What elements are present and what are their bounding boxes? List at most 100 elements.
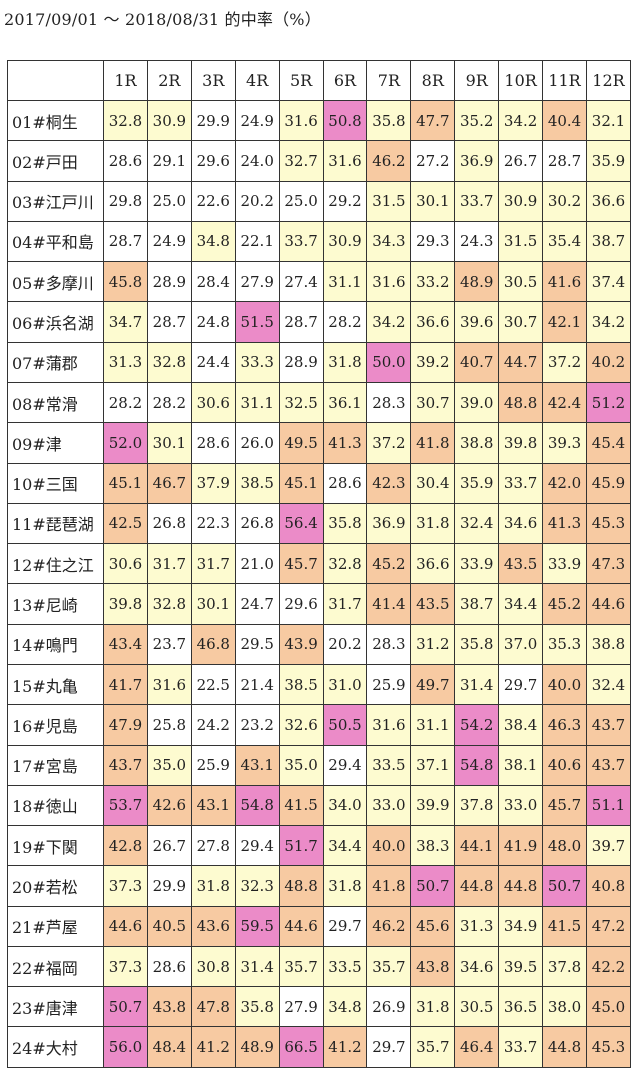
- rate-cell: 48.4: [146, 1026, 192, 1068]
- venue-cell: 15#丸亀: [7, 663, 104, 706]
- rate-cell: 36.9: [454, 140, 500, 182]
- column-header: 12R: [585, 60, 632, 101]
- rate-cell: 34.8: [322, 986, 368, 1028]
- rate-cell: 36.9: [366, 502, 412, 545]
- rate-cell: 29.4: [322, 744, 368, 786]
- rate-cell: 35.8: [322, 502, 368, 545]
- venue-cell: 18#徳山: [7, 784, 104, 827]
- rate-cell: 30.7: [498, 301, 544, 343]
- column-header: 5R: [278, 60, 324, 101]
- rate-cell: 34.4: [498, 583, 544, 625]
- rate-cell: 31.5: [366, 180, 412, 222]
- table-row: 24#大村 56.0 48.4 41.2 48.9 66.5 41.2 29.7 35.7 46.…: [7, 1026, 632, 1068]
- rate-cell: 42.1: [542, 301, 587, 343]
- rate-cell: 28.3: [366, 623, 412, 665]
- rate-cell: 45.7: [542, 784, 587, 827]
- rate-cell: 53.7: [103, 784, 148, 827]
- rate-cell: 42.0: [542, 462, 587, 504]
- rate-cell: 43.9: [278, 623, 324, 665]
- venue-cell: 08#常滑: [7, 381, 104, 424]
- rate-cell: 32.6: [278, 704, 324, 746]
- rate-cell: 34.4: [322, 825, 368, 867]
- rate-cell: 28.2: [146, 381, 192, 424]
- rate-cell: 43.4: [103, 623, 148, 665]
- rate-cell: 36.6: [585, 180, 632, 222]
- rate-cell: 37.2: [366, 422, 412, 464]
- rate-cell: 32.3: [234, 865, 280, 907]
- rate-cell: 31.4: [234, 945, 280, 988]
- rate-cell: 26.8: [234, 502, 280, 545]
- rate-cell: 41.8: [366, 865, 412, 907]
- rate-cell: 29.6: [190, 140, 236, 182]
- rate-cell: 37.2: [542, 341, 587, 383]
- table-row: 16#児島 47.9 25.8 24.2 23.2 32.6 50.5 31.6 31.1 54.…: [7, 704, 632, 746]
- rate-cell: 34.3: [366, 220, 412, 263]
- rate-cell: 31.8: [322, 341, 368, 383]
- rate-cell: 20.2: [234, 180, 280, 222]
- rate-cell: 39.8: [103, 583, 148, 625]
- rate-cell: 41.5: [542, 905, 587, 947]
- rate-cell: 43.5: [410, 583, 456, 625]
- rate-cell: 45.0: [585, 986, 632, 1028]
- rate-cell: 30.1: [146, 422, 192, 464]
- venue-cell: 02#戸田: [7, 140, 104, 182]
- rate-cell: 38.5: [278, 663, 324, 706]
- rate-cell: 34.9: [498, 905, 544, 947]
- rate-cell: 29.7: [366, 1026, 412, 1068]
- rate-cell: 29.3: [410, 220, 456, 263]
- rate-cell: 28.9: [278, 341, 324, 383]
- rate-cell: 50.7: [410, 865, 456, 907]
- rate-cell: 46.3: [542, 704, 587, 746]
- rate-cell: 25.9: [366, 663, 412, 706]
- rate-cell: 52.0: [103, 422, 148, 464]
- rate-cell: 31.3: [454, 905, 500, 947]
- rate-cell: 49.7: [410, 663, 456, 706]
- rate-cell: 32.4: [585, 663, 632, 706]
- rate-cell: 45.2: [542, 583, 587, 625]
- rate-cell: 43.1: [190, 784, 236, 827]
- rate-cell: 27.8: [190, 825, 236, 867]
- rate-cell: 37.1: [410, 744, 456, 786]
- rate-cell: 24.2: [190, 704, 236, 746]
- rate-cell: 38.7: [454, 583, 500, 625]
- rate-cell: 33.3: [234, 341, 280, 383]
- rate-cell: 26.0: [234, 422, 280, 464]
- rate-cell: 40.6: [542, 744, 587, 786]
- rate-cell: 28.6: [103, 140, 148, 182]
- venue-cell: 14#鳴門: [7, 623, 104, 665]
- rate-cell: 24.9: [146, 220, 192, 263]
- rate-cell: 54.8: [454, 744, 500, 786]
- rate-cell: 35.8: [366, 99, 412, 142]
- rate-cell: 40.8: [585, 865, 632, 907]
- venue-cell: 07#蒲郡: [7, 341, 104, 383]
- rate-cell: 22.3: [190, 502, 236, 545]
- table-row: 09#津 52.0 30.1 28.6 26.0 49.5 41.3 37.2 41.8 38.8…: [7, 422, 632, 464]
- rate-cell: 28.2: [103, 381, 148, 424]
- rate-cell: 66.5: [278, 1026, 324, 1068]
- rate-cell: 50.5: [322, 704, 368, 746]
- rate-cell: 46.4: [454, 1026, 500, 1068]
- rate-cell: 43.5: [498, 543, 544, 585]
- rate-cell: 45.9: [585, 462, 632, 504]
- rate-cell: 30.4: [410, 462, 456, 504]
- rate-cell: 26.8: [146, 502, 192, 545]
- rate-cell: 33.0: [498, 784, 544, 827]
- venue-cell: 12#住之江: [7, 543, 104, 585]
- venue-cell: 20#若松: [7, 865, 104, 907]
- rate-cell: 31.1: [322, 261, 368, 303]
- rate-cell: 29.1: [146, 140, 192, 182]
- table-row: 17#宮島 43.7 35.0 25.9 43.1 35.0 29.4 33.5 37.1 54.…: [7, 744, 632, 786]
- rate-cell: 46.2: [366, 140, 412, 182]
- rate-cell: 22.5: [190, 663, 236, 706]
- table-row: 07#蒲郡 31.3 32.8 24.4 33.3 28.9 31.8 50.0 39.2 40.…: [7, 341, 632, 383]
- rate-cell: 45.3: [585, 1026, 632, 1068]
- rate-cell: 43.8: [410, 945, 456, 988]
- rate-cell: 41.3: [542, 502, 587, 545]
- rate-cell: 31.8: [410, 502, 456, 545]
- rate-cell: 35.7: [366, 945, 412, 988]
- rate-cell: 46.7: [146, 462, 192, 504]
- rate-cell: 36.1: [322, 381, 368, 424]
- rate-cell: 32.8: [103, 99, 148, 142]
- table-row: 22#福岡 37.3 28.6 30.8 31.4 35.7 33.5 35.7 43.8 34.…: [7, 945, 632, 988]
- table-row: 15#丸亀 41.7 31.6 22.5 21.4 38.5 31.0 25.9 49.7 31.…: [7, 663, 632, 706]
